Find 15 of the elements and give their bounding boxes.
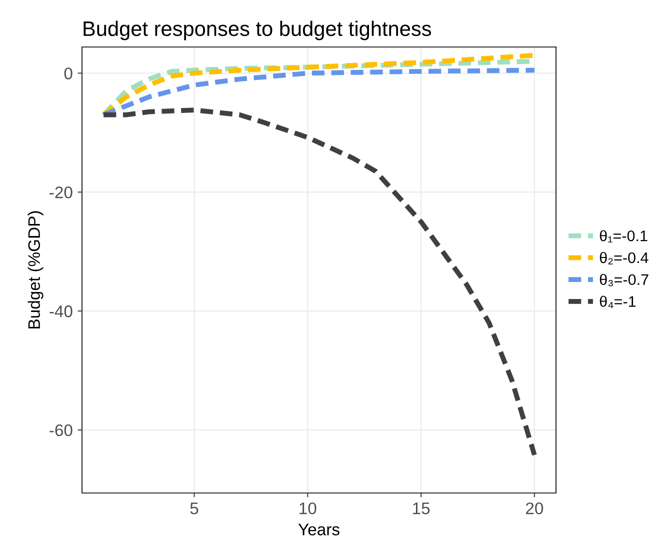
x-tick-label: 5 xyxy=(190,502,198,514)
y-tick-label: 0 xyxy=(64,68,72,80)
legend-label: θ₂=-0.4 xyxy=(600,252,648,264)
y-tick-label: -20 xyxy=(50,186,72,198)
chart-title: Budget responses to budget tightness xyxy=(84,20,432,40)
y-tick-label: -40 xyxy=(50,305,72,318)
legend-label: θ₃=-0.7 xyxy=(600,274,648,286)
legend-label: θ₁=-0.1 xyxy=(600,230,648,242)
x-tick-label: 10 xyxy=(300,502,316,514)
y-tick-label: -60 xyxy=(50,424,72,436)
x-tick-label: 20 xyxy=(526,502,544,514)
y-axis-title: Budget (%GDP) xyxy=(28,211,44,328)
x-tick-label: 15 xyxy=(413,502,430,514)
legend-label: θ₄=-1 xyxy=(600,296,636,308)
x-axis-title: Years xyxy=(298,524,340,536)
